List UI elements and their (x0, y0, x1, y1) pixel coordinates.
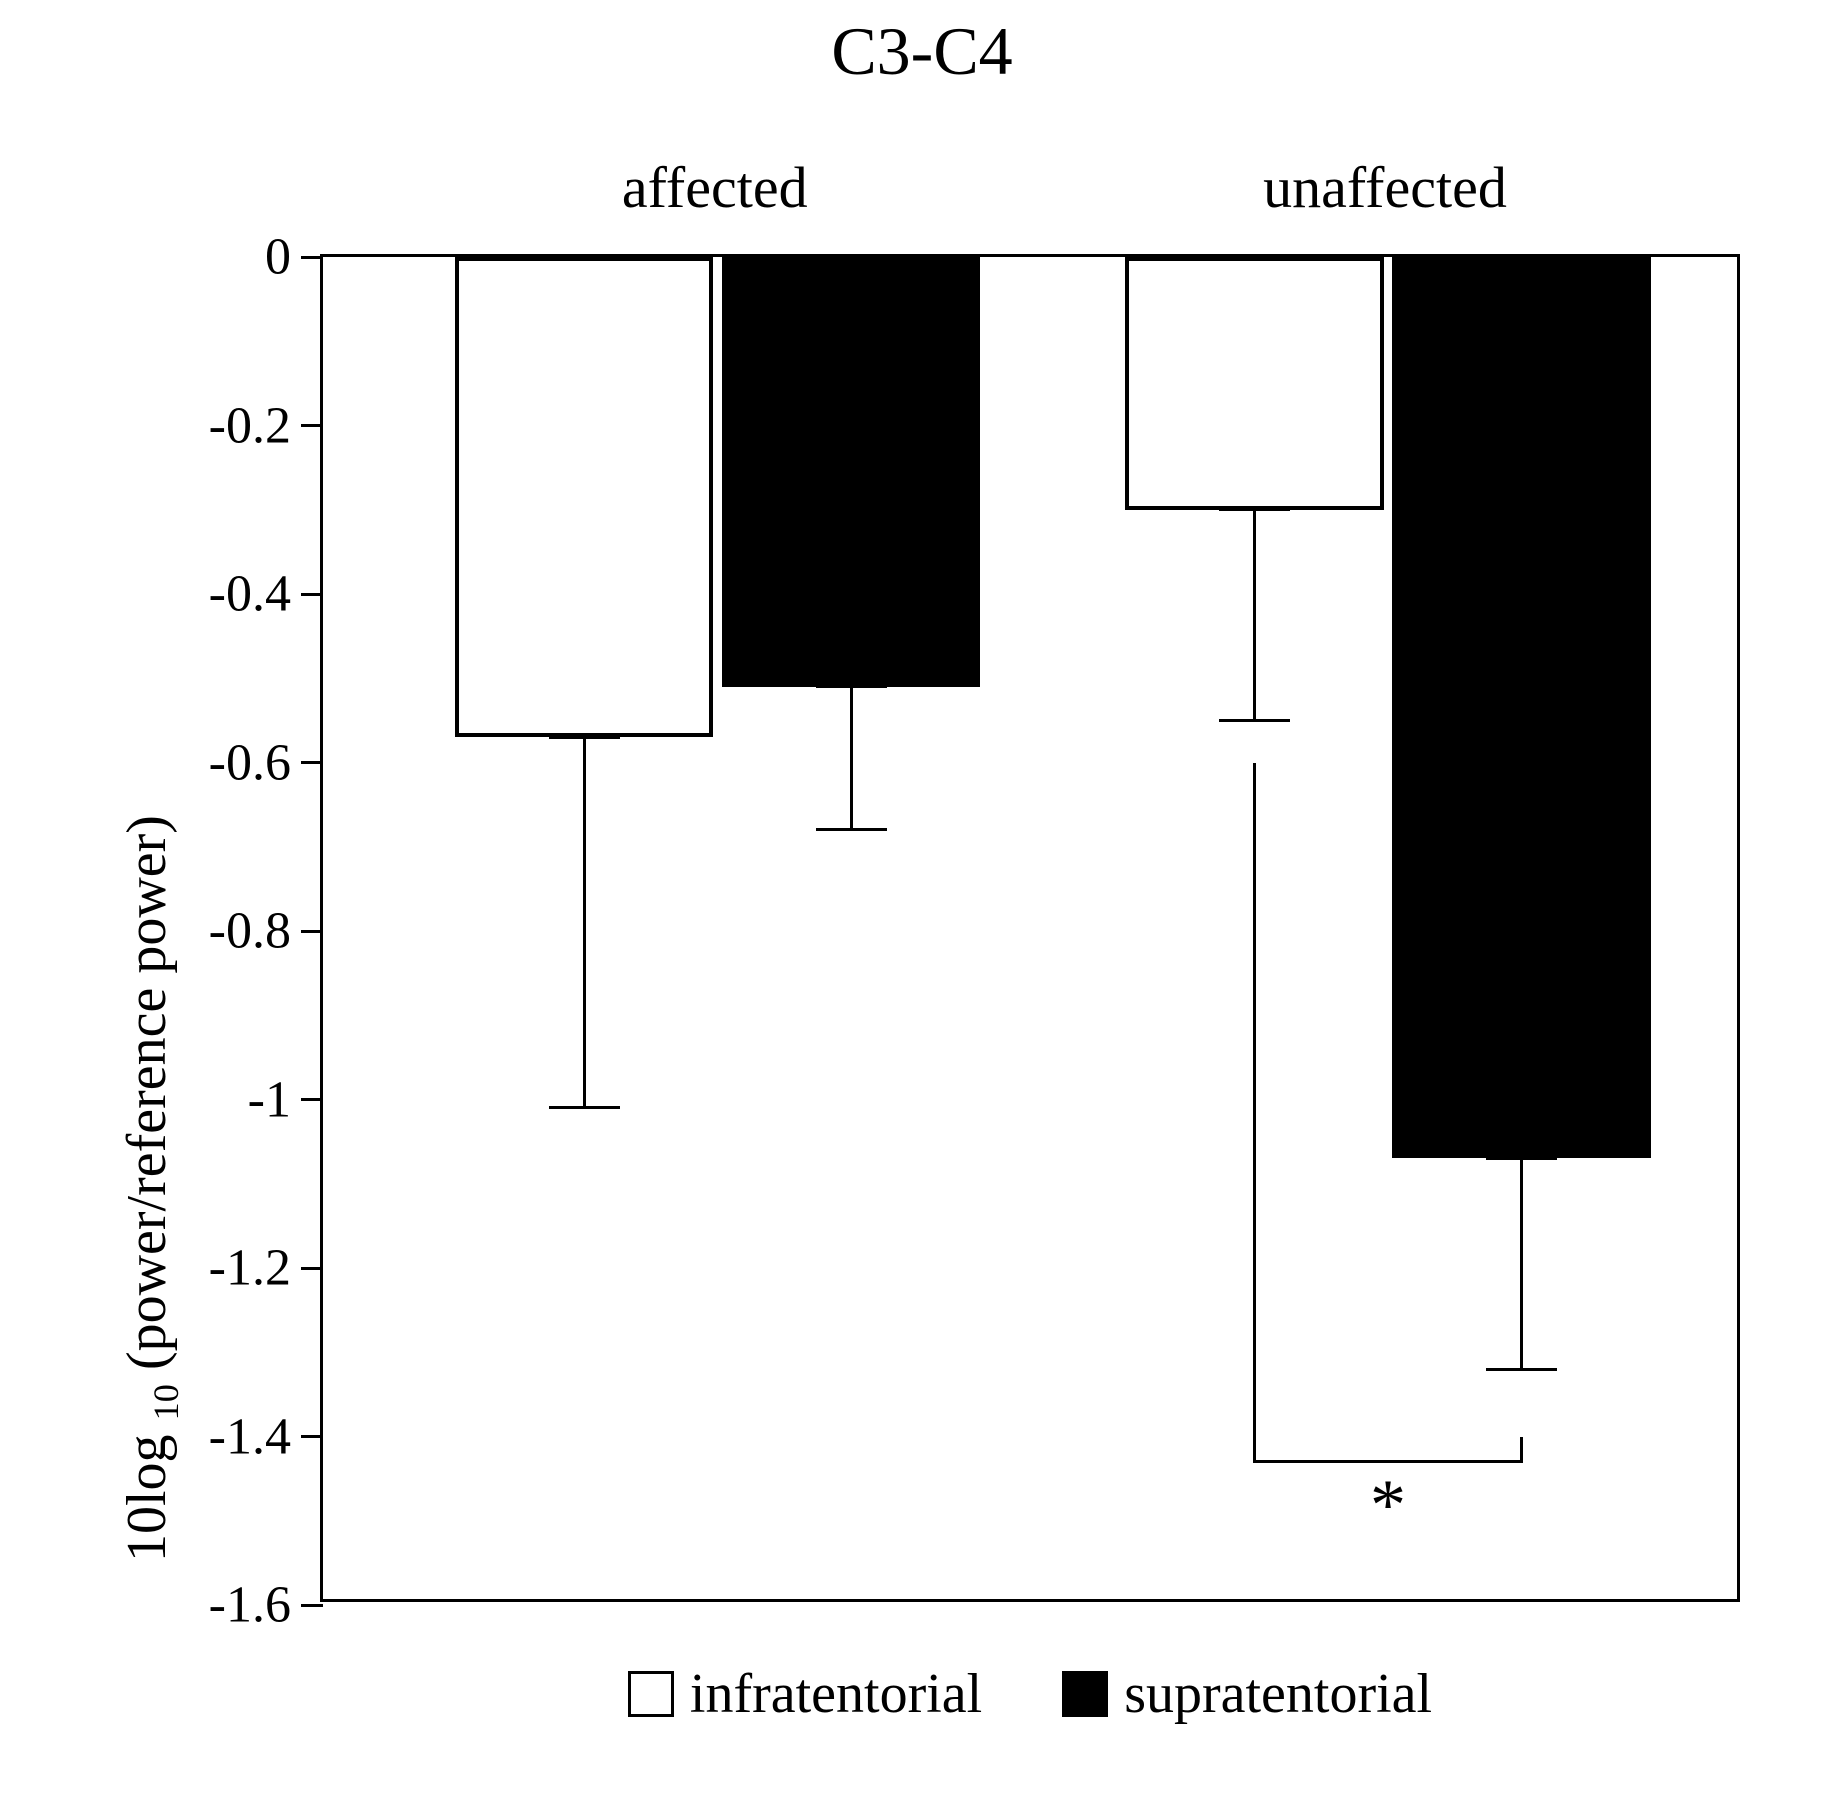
y-tick-label: -0.8 (209, 902, 291, 961)
legend-item-infratentorial: infratentorial (628, 1662, 982, 1726)
bar-unaffected-infratentorial (1125, 257, 1383, 510)
y-tick-label: -0.6 (209, 733, 291, 792)
significance-star: * (1358, 1464, 1418, 1547)
errorbar-cap-top (1486, 1157, 1557, 1160)
y-tick-mark (301, 1098, 323, 1101)
y-tick-label: -1.2 (209, 1239, 291, 1298)
y-tick-label: -0.4 (209, 565, 291, 624)
legend-item-supratentorial: supratentorial (1062, 1662, 1432, 1726)
bar-unaffected-supratentorial (1392, 257, 1650, 1158)
errorbar-unaffected-infratentorial (1253, 510, 1256, 721)
errorbar-cap-top (1219, 508, 1290, 511)
legend-swatch-open-icon (628, 1671, 674, 1717)
bar-affected-infratentorial (455, 257, 713, 737)
significance-bracket (1253, 763, 1256, 1462)
y-tick-label: 0 (265, 228, 291, 287)
errorbar-cap-top (816, 685, 887, 688)
y-tick-mark (301, 930, 323, 933)
y-tick-mark (301, 593, 323, 596)
legend-swatch-solid-icon (1062, 1671, 1108, 1717)
y-tick-label: -1.4 (209, 1407, 291, 1466)
y-tick-mark (301, 424, 323, 427)
errorbar-cap-top (549, 736, 620, 739)
errorbar-affected-supratentorial (850, 687, 853, 830)
errorbar-unaffected-supratentorial (1520, 1158, 1523, 1369)
y-tick-mark (301, 761, 323, 764)
errorbar-cap (1219, 719, 1290, 722)
group-label-unaffected: unaffected (1165, 154, 1605, 221)
group-label-affected: affected (495, 154, 935, 221)
legend-label-supratentorial: supratentorial (1124, 1662, 1432, 1726)
y-axis-label: 10log 10 (power/reference power) (115, 815, 179, 1562)
y-tick-label: -0.2 (209, 396, 291, 455)
significance-bracket (1520, 1437, 1523, 1462)
errorbar-affected-infratentorial (583, 737, 586, 1108)
y-tick-mark (301, 1604, 323, 1607)
legend-label-infratentorial: infratentorial (690, 1662, 982, 1726)
legend: infratentorial supratentorial (320, 1662, 1740, 1726)
y-tick-label: -1 (248, 1070, 291, 1129)
y-tick-mark (301, 1435, 323, 1438)
bar-affected-supratentorial (722, 257, 980, 687)
y-tick-mark (301, 256, 323, 259)
errorbar-cap (816, 828, 887, 831)
y-tick-mark (301, 1267, 323, 1270)
errorbar-cap (1486, 1368, 1557, 1371)
errorbar-cap (549, 1106, 620, 1109)
chart-title: C3-C4 (0, 12, 1844, 91)
plot-area: 0-0.2-0.4-0.6-0.8-1-1.2-1.4-1.6* (320, 254, 1740, 1602)
y-tick-label: -1.6 (209, 1576, 291, 1635)
